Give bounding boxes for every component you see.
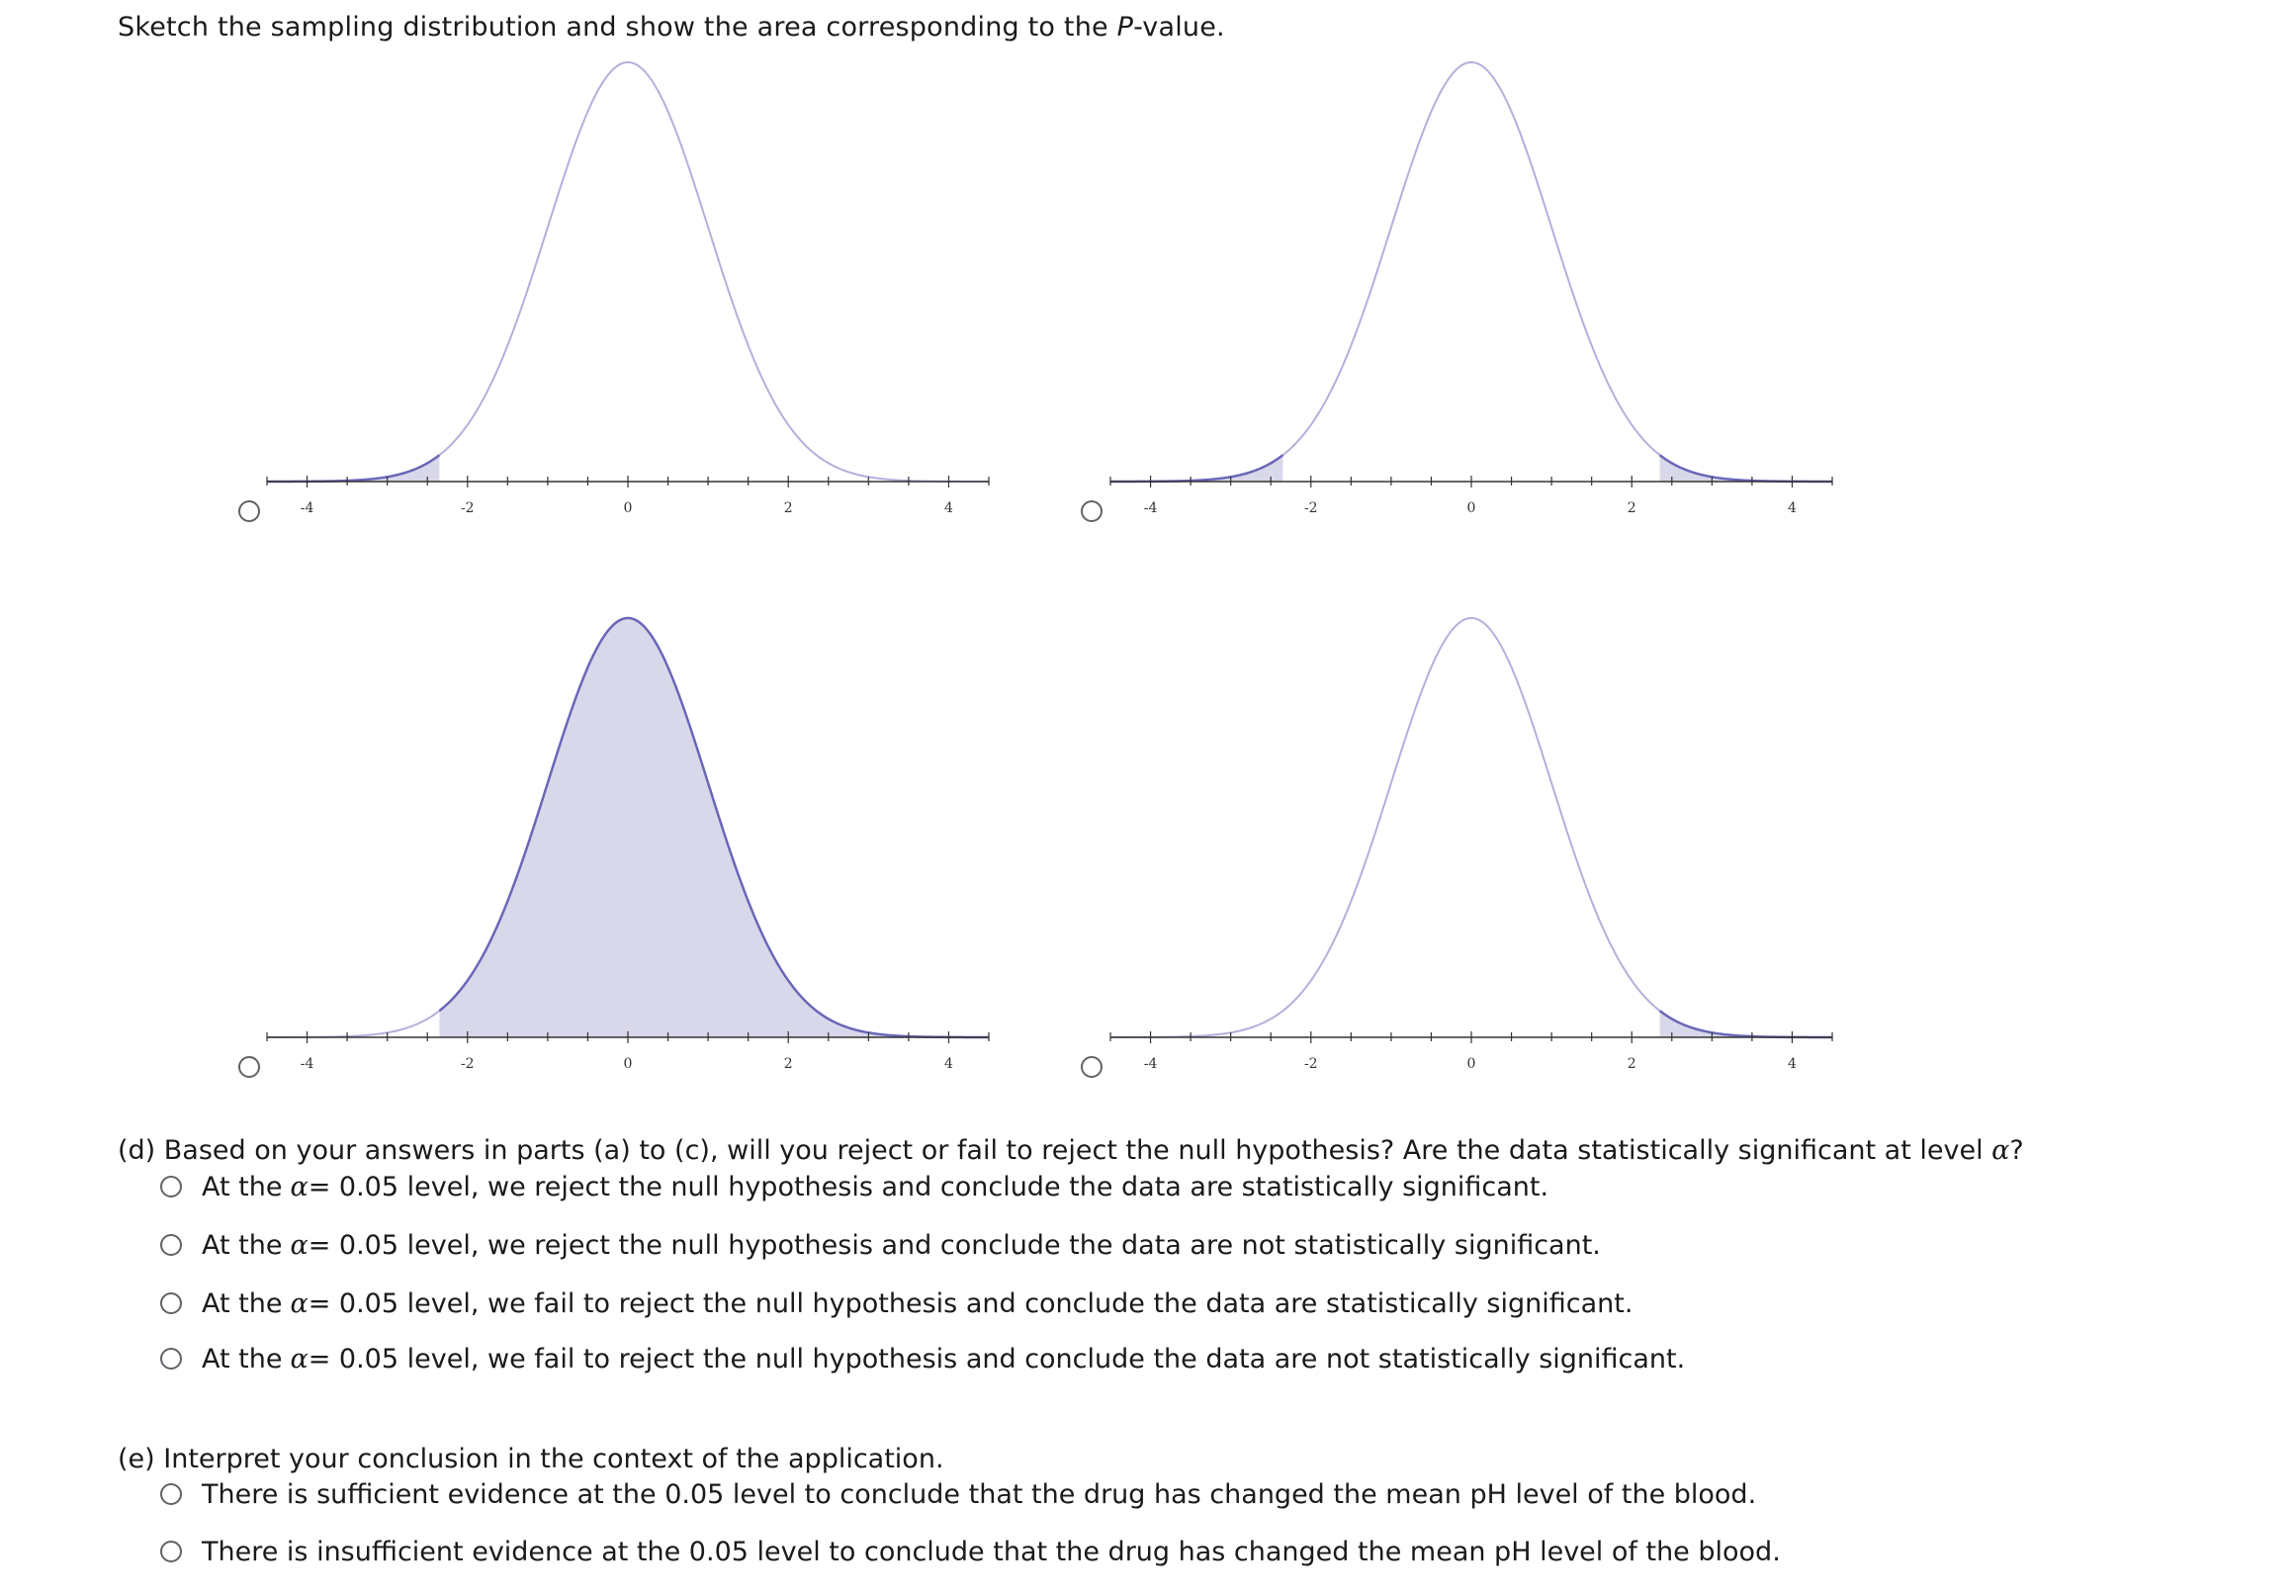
part-d-option-3-prefix: At the <box>202 1287 283 1319</box>
part-d-option-2-radio[interactable] <box>160 1234 182 1256</box>
shaded-area-1 <box>267 455 440 482</box>
part-e-option-1[interactable]: There is sufficient evidence at the 0.05… <box>160 1477 1756 1511</box>
tick-label: 2 <box>784 1056 793 1072</box>
prompt-text-after: -value. <box>1133 12 1225 43</box>
chart-option-4-radio[interactable] <box>1081 1056 1103 1078</box>
tick-label: -2 <box>461 1056 475 1072</box>
tick-label: 0 <box>624 1056 633 1072</box>
tick-label: 4 <box>944 1056 953 1072</box>
tick-label: -4 <box>301 500 314 516</box>
chart-option-1[interactable]: -4 -2 0 2 4 <box>266 54 990 519</box>
alpha-symbol: α <box>290 1171 309 1202</box>
prompt-text-italic: P <box>1116 12 1134 43</box>
part-d-question-after: ? <box>2009 1135 2024 1166</box>
part-d-option-4-label: = 0.05 level, we fail to reject the null… <box>308 1343 1686 1374</box>
part-d-option-1-radio[interactable] <box>160 1176 182 1197</box>
tick-label: -4 <box>1144 1056 1158 1072</box>
tick-label: 4 <box>1788 500 1797 516</box>
chart-option-3-radio[interactable] <box>238 1056 260 1078</box>
part-e-option-2[interactable]: There is insufficient evidence at the 0.… <box>160 1535 1781 1568</box>
tick-label: 0 <box>1467 1056 1476 1072</box>
normal-curve-chart: -4 -2 0 2 4 <box>266 60 990 516</box>
prompt-text-before: Sketch the sampling distribution and sho… <box>118 12 1117 43</box>
part-d-option-1-prefix: At the <box>202 1171 283 1202</box>
part-d-option-3[interactable]: At the α = 0.05 level, we fail to reject… <box>160 1286 1633 1320</box>
shaded-area-2 <box>1659 455 1832 482</box>
part-d-question: (d) Based on your answers in parts (a) t… <box>118 1135 2024 1166</box>
part-e-option-1-label: There is sufficient evidence at the 0.05… <box>202 1478 1757 1510</box>
part-d-option-4[interactable]: At the α = 0.05 level, we fail to reject… <box>160 1342 1685 1375</box>
prompt-text: Sketch the sampling distribution and sho… <box>118 12 1225 43</box>
part-e-option-1-radio[interactable] <box>160 1483 182 1505</box>
tick-label: 4 <box>944 500 953 516</box>
tick-label: 0 <box>624 500 633 516</box>
part-d-option-2[interactable]: At the α = 0.05 level, we reject the nul… <box>160 1228 1601 1262</box>
tick-label: 4 <box>1788 1056 1797 1072</box>
chart-option-2-radio[interactable] <box>1081 500 1103 522</box>
alpha-symbol: α <box>290 1229 309 1261</box>
part-e-option-2-radio[interactable] <box>160 1541 182 1562</box>
alpha-symbol: α <box>290 1343 309 1374</box>
part-d-option-4-radio[interactable] <box>160 1348 182 1370</box>
part-e-option-2-label: There is insufficient evidence at the 0.… <box>202 1536 1781 1567</box>
part-d-option-1-label: = 0.05 level, we reject the null hypothe… <box>308 1171 1549 1202</box>
part-d-option-4-prefix: At the <box>202 1343 283 1374</box>
part-d-option-2-label: = 0.05 level, we reject the null hypothe… <box>308 1229 1601 1261</box>
part-d-option-1[interactable]: At the α = 0.05 level, we reject the nul… <box>160 1170 1548 1203</box>
shaded-area-1 <box>439 618 989 1037</box>
normal-curve-chart: -4 -2 0 2 4 <box>1109 616 1833 1072</box>
part-d-option-2-prefix: At the <box>202 1229 283 1261</box>
density-curve <box>267 60 989 483</box>
density-curve <box>1110 60 1832 483</box>
tick-label: -4 <box>1144 500 1158 516</box>
chart-option-1-radio[interactable] <box>238 500 260 522</box>
normal-curve-chart: -4 -2 0 2 4 <box>1109 60 1833 516</box>
tick-label: 2 <box>1628 1056 1636 1072</box>
chart-option-3[interactable]: -4 -2 0 2 4 <box>266 610 990 1075</box>
tick-label: -4 <box>301 1056 314 1072</box>
tick-label: -2 <box>461 500 475 516</box>
normal-curve-chart: -4 -2 0 2 4 <box>266 616 990 1072</box>
chart-option-4[interactable]: -4 -2 0 2 4 <box>1109 610 1833 1075</box>
shaded-area-1 <box>1110 455 1283 482</box>
shaded-curve-edge-1 <box>438 616 989 1039</box>
tick-label: 2 <box>784 500 793 516</box>
part-d-question-before: (d) Based on your answers in parts (a) t… <box>118 1135 1992 1166</box>
tick-label: -2 <box>1304 500 1318 516</box>
part-e-question: (e) Interpret your conclusion in the con… <box>118 1444 944 1474</box>
chart-option-2[interactable]: -4 -2 0 2 4 <box>1109 54 1833 519</box>
tick-label: 0 <box>1467 500 1476 516</box>
tick-label: -2 <box>1304 1056 1318 1072</box>
shaded-area-1 <box>1659 1011 1832 1037</box>
density-curve <box>1110 616 1832 1038</box>
alpha-symbol: α <box>290 1287 309 1319</box>
part-d-option-3-radio[interactable] <box>160 1292 182 1314</box>
tick-label: 2 <box>1628 500 1636 516</box>
part-d-option-3-label: = 0.05 level, we fail to reject the null… <box>308 1287 1634 1319</box>
alpha-symbol: α <box>1991 1135 2010 1166</box>
